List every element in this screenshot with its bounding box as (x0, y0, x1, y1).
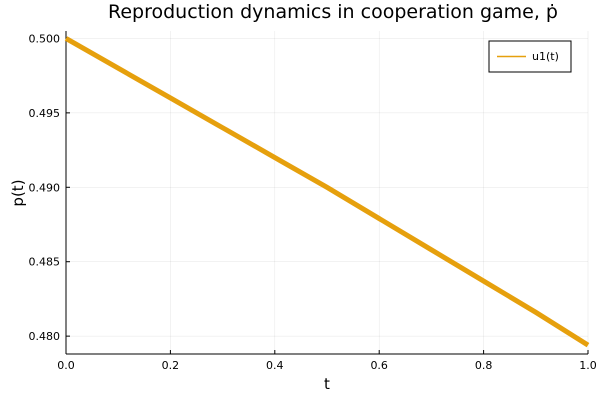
legend: u1(t) (488, 40, 572, 73)
x-tick-label-0: 0.0 (57, 359, 75, 372)
y-tick-label-4: 0.500 (29, 32, 61, 45)
grid-lines (65, 31, 589, 354)
y-axis-ticks: 0.480 0.485 0.490 0.495 0.500 (29, 32, 70, 343)
x-axis-ticks: 0.0 0.2 0.4 0.6 0.8 1.0 (57, 350, 597, 372)
legend-label-u1: u1(t) (532, 50, 559, 63)
series-layer (64, 36, 590, 348)
x-tick-label-1: 0.2 (162, 359, 180, 372)
x-tick-label-4: 0.8 (475, 359, 493, 372)
axes (65, 31, 588, 355)
y-axis-label: p(t) (9, 179, 27, 206)
x-tick-label-3: 0.6 (370, 359, 388, 372)
x-tick-label-5: 1.0 (579, 359, 597, 372)
chart-title: Reproduction dynamics in cooperation gam… (108, 1, 558, 23)
y-tick-label-0: 0.480 (29, 330, 61, 343)
y-tick-label-3: 0.495 (29, 107, 61, 120)
y-tick-label-1: 0.485 (29, 256, 61, 269)
x-axis-label: t (324, 375, 330, 393)
x-tick-label-2: 0.4 (266, 359, 284, 372)
y-tick-label-2: 0.490 (29, 181, 61, 194)
series-line-u1 (64, 36, 590, 348)
